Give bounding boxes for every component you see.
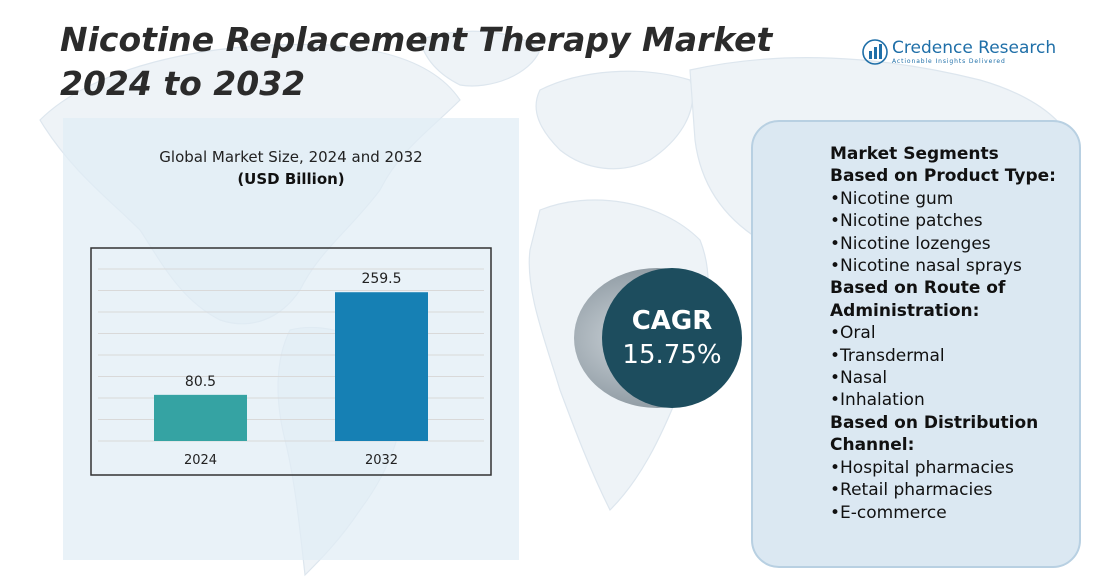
chart-title: Global Market Size, 2024 and 2032 <box>159 148 423 166</box>
segment-item: •Transdermal <box>830 345 945 366</box>
segment-item: •Nicotine nasal sprays <box>830 256 1022 277</box>
x-tick-label: 2032 <box>365 453 398 468</box>
segment-heading: Based on Route of <box>830 278 1006 299</box>
segment-item: •E-commerce <box>830 502 947 523</box>
logo-name: Credence Research <box>892 38 1057 58</box>
segment-item: •Nicotine lozenges <box>830 233 991 254</box>
bar-chart-logo-icon <box>862 39 888 65</box>
data-label: 80.5 <box>185 374 216 390</box>
map-greenland <box>419 30 541 87</box>
segment-heading: Administration: <box>830 300 980 321</box>
segments-panel <box>751 120 1081 568</box>
segment-item: •Nicotine gum <box>830 188 954 209</box>
segment-item: •Nicotine patches <box>830 211 983 232</box>
segments-list: Market Segments Based on Product Type: •Ni… <box>830 143 1070 524</box>
segment-heading: Based on Distribution <box>830 412 1039 433</box>
chart-panel <box>63 118 519 560</box>
map-europe <box>535 70 694 170</box>
logo-tagline: Actionable Insights Delivered <box>892 58 1006 65</box>
segment-item: •Oral <box>830 323 876 344</box>
bar-2032 <box>335 292 428 441</box>
segment-heading: Channel: <box>830 435 915 456</box>
segment-heading: Market Segments <box>830 144 999 164</box>
cagr-label: CAGR <box>631 306 713 336</box>
plot-frame <box>90 247 492 476</box>
cagr-badge: CAGR 15.75% <box>574 268 742 408</box>
cagr-value: 15.75% <box>622 340 722 370</box>
page-title: Nicotine Replacement Therapy Market 2024… <box>60 20 773 103</box>
segment-heading: Based on Product Type: <box>830 166 1056 187</box>
chart-units: (USD Billion) <box>237 170 345 188</box>
bar-2024 <box>154 394 247 441</box>
segment-item: •Inhalation <box>830 390 925 411</box>
credence-research-logo[interactable]: Credence Research Actionable Insights De… <box>862 36 1056 70</box>
segment-item: •Retail pharmacies <box>830 480 993 501</box>
data-label: 259.5 <box>361 271 401 287</box>
segment-item: •Hospital pharmacies <box>830 457 1014 478</box>
cagr-circle: CAGR 15.75% <box>602 268 742 408</box>
bar-chart: 80.5 2024 259.5 2032 <box>90 247 492 476</box>
x-tick-label: 2024 <box>184 453 217 468</box>
segment-item: •Nasal <box>830 368 888 389</box>
